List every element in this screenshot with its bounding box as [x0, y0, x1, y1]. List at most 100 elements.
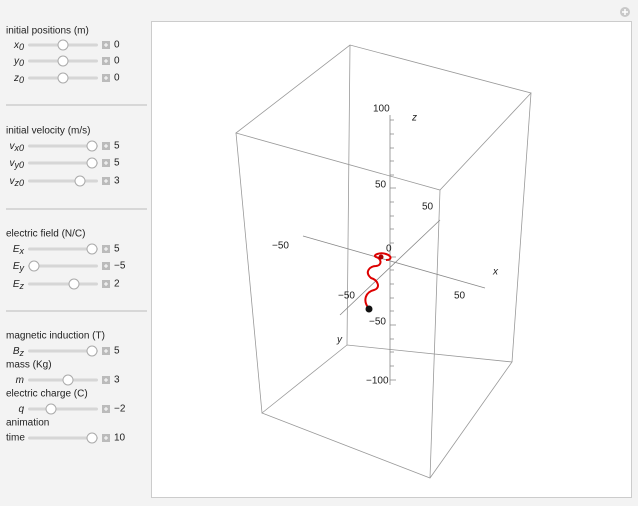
slider-thumb[interactable] — [74, 175, 86, 187]
plus-icon — [104, 43, 108, 47]
section-heading: animation — [6, 418, 49, 429]
control-label: Ex — [13, 244, 25, 257]
slider-thumb[interactable] — [45, 403, 57, 415]
symbol: y — [13, 56, 20, 67]
slider-track — [28, 436, 98, 440]
section-heading: initial velocity (m/s) — [6, 126, 90, 137]
plus-icon — [104, 407, 108, 411]
x-tick-label: −50 — [272, 241, 289, 252]
slider-thumb[interactable] — [57, 72, 69, 84]
slider-track — [28, 247, 98, 251]
x-axis-label: x — [492, 267, 499, 278]
slider-track — [28, 282, 98, 286]
symbol: x — [13, 40, 20, 51]
z-tick-label: 100 — [373, 104, 390, 115]
control-label: m — [16, 375, 24, 386]
z-tick-label: 0 — [386, 244, 392, 255]
section-heading: electric charge (C) — [6, 389, 88, 400]
slider-thumb[interactable] — [57, 55, 69, 67]
z-axis-label: z — [411, 113, 417, 124]
symbol: E — [13, 279, 20, 290]
symbol: E — [13, 244, 20, 255]
section-heading: initial positions (m) — [6, 26, 89, 37]
control-label: q — [18, 404, 24, 415]
start-point — [378, 254, 384, 260]
z-tick-label: −100 — [366, 376, 389, 387]
plot-3d: 100 50 0 −50 −100 z −50 50 x 50 −50 y — [235, 44, 532, 479]
control-label: vy0 — [9, 158, 24, 171]
symbol: E — [13, 261, 20, 272]
y-tick-label: 50 — [422, 202, 434, 213]
control-value: 0 — [114, 56, 120, 67]
symbol: m — [16, 375, 24, 386]
bounding-box — [235, 44, 532, 479]
plus-icon — [104, 378, 108, 382]
symbol: z — [13, 73, 19, 84]
plus-icon — [104, 144, 108, 148]
control-value: 0 — [114, 40, 120, 51]
slider-track — [28, 264, 98, 268]
particle — [365, 305, 373, 313]
subscript: z — [19, 281, 25, 291]
slider-thumb[interactable] — [68, 278, 80, 290]
plus-icon — [104, 161, 108, 165]
section-heading: magnetic induction (T) — [6, 331, 105, 342]
plus-icon — [104, 59, 108, 63]
slider-thumb[interactable] — [86, 345, 98, 357]
control-label: vz0 — [9, 176, 24, 189]
section-heading: electric field (N/C) — [6, 229, 85, 240]
subscript: 0 — [19, 58, 24, 68]
control-label: z0 — [13, 73, 24, 86]
control-value: 3 — [114, 375, 120, 386]
subscript: z — [19, 348, 25, 358]
subscript: z0 — [13, 178, 24, 188]
control-value: 5 — [114, 244, 120, 255]
slider-thumb[interactable] — [86, 157, 98, 169]
control-label: y0 — [13, 56, 24, 69]
symbol: v — [9, 141, 15, 152]
control-value: −5 — [114, 261, 126, 272]
plus-icon — [104, 247, 108, 251]
slider-track — [28, 161, 98, 165]
subscript: 0 — [19, 75, 24, 85]
symbol: v — [9, 176, 15, 187]
plus-icon — [104, 264, 108, 268]
symbol: B — [13, 346, 20, 357]
control-value: 10 — [114, 433, 126, 444]
slider-track — [28, 407, 98, 411]
x-tick-label: 50 — [454, 291, 466, 302]
control-value: 2 — [114, 279, 120, 290]
options-icon — [622, 9, 628, 15]
symbol: q — [18, 404, 24, 415]
slider-thumb[interactable] — [28, 260, 40, 272]
plus-icon — [104, 179, 108, 183]
slider-thumb[interactable] — [86, 243, 98, 255]
slider-thumb[interactable] — [86, 140, 98, 152]
z-tick-label: 50 — [375, 180, 387, 191]
control-label: x0 — [13, 40, 24, 53]
plus-icon — [104, 282, 108, 286]
subscript: 0 — [19, 42, 24, 52]
symbol: v — [9, 158, 15, 169]
control-value: 5 — [114, 346, 120, 357]
slider-thumb[interactable] — [57, 39, 69, 51]
slider-thumb[interactable] — [62, 374, 74, 386]
control-value: 5 — [114, 141, 120, 152]
control-value: 3 — [114, 176, 120, 187]
plus-icon — [104, 349, 108, 353]
axes — [302, 115, 486, 385]
plot-frame — [151, 21, 632, 498]
y-axis-label: y — [336, 335, 343, 346]
control-label: Ez — [13, 279, 25, 292]
slider-track — [28, 349, 98, 353]
slider-thumb[interactable] — [86, 432, 98, 444]
control-value: 0 — [114, 73, 120, 84]
control-label: vx0 — [9, 141, 24, 154]
z-ticks — [390, 119, 396, 381]
trajectory — [364, 252, 392, 310]
z-tick-label: −50 — [369, 317, 386, 328]
subscript: y0 — [13, 160, 24, 170]
control-value: −2 — [114, 404, 126, 415]
plus-icon — [104, 436, 108, 440]
